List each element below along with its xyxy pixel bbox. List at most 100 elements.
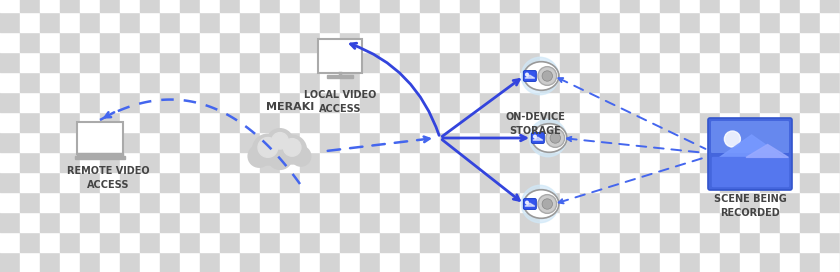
FancyBboxPatch shape — [708, 118, 792, 190]
Bar — [780, 152, 800, 172]
Bar — [240, 52, 260, 72]
Bar — [460, 92, 480, 112]
Bar — [740, 72, 760, 92]
Bar — [820, 132, 840, 152]
Bar — [500, 52, 520, 72]
Bar — [600, 32, 620, 52]
Bar — [160, 172, 180, 192]
Bar — [400, 72, 420, 92]
Bar — [520, 192, 540, 212]
Bar — [40, 52, 60, 72]
Bar — [600, 252, 620, 272]
Bar — [500, 232, 520, 252]
Bar — [340, 0, 360, 12]
Bar — [180, 152, 200, 172]
Bar — [560, 92, 580, 112]
Bar — [440, 92, 460, 112]
Bar — [280, 212, 300, 232]
Bar — [20, 92, 40, 112]
Bar — [80, 172, 100, 192]
Bar — [400, 172, 420, 192]
Bar — [420, 12, 440, 32]
Bar — [720, 0, 740, 12]
Ellipse shape — [524, 190, 559, 218]
Bar — [780, 132, 800, 152]
Bar — [20, 252, 40, 272]
Bar — [200, 0, 220, 12]
Bar — [340, 32, 360, 52]
Bar — [480, 32, 500, 52]
Bar — [800, 92, 820, 112]
Bar — [320, 32, 340, 52]
Bar — [460, 192, 480, 212]
Bar — [640, 152, 660, 172]
Bar — [640, 112, 660, 132]
Bar — [800, 252, 820, 272]
Bar — [240, 192, 260, 212]
Bar — [440, 72, 460, 92]
Bar — [760, 212, 780, 232]
Bar — [440, 192, 460, 212]
Bar — [540, 52, 560, 72]
Bar — [20, 52, 40, 72]
Bar — [640, 92, 660, 112]
Bar — [700, 172, 720, 192]
Bar — [540, 32, 560, 52]
Bar — [620, 52, 640, 72]
Bar — [540, 112, 560, 132]
Circle shape — [526, 73, 528, 76]
Bar — [520, 0, 540, 12]
Bar — [240, 0, 260, 12]
Bar — [100, 12, 120, 32]
Bar — [80, 52, 100, 72]
Bar — [500, 192, 520, 212]
Bar — [100, 72, 120, 92]
Bar — [740, 12, 760, 32]
Bar — [20, 72, 40, 92]
Bar — [200, 192, 220, 212]
Bar — [420, 132, 440, 152]
Bar — [140, 72, 160, 92]
Bar — [160, 132, 180, 152]
Bar — [560, 192, 580, 212]
Bar — [780, 92, 800, 112]
Bar — [780, 32, 800, 52]
Bar — [400, 112, 420, 132]
Bar — [380, 152, 400, 172]
Bar — [520, 152, 540, 172]
Bar — [0, 12, 20, 32]
Bar — [300, 92, 320, 112]
Bar — [780, 212, 800, 232]
Bar — [620, 32, 640, 52]
Bar — [480, 0, 500, 12]
Bar — [240, 72, 260, 92]
Bar — [540, 212, 560, 232]
Bar — [380, 192, 400, 212]
Bar — [20, 192, 40, 212]
Bar — [280, 52, 300, 72]
Bar — [800, 12, 820, 32]
Bar — [160, 212, 180, 232]
Bar — [740, 172, 760, 192]
Bar — [340, 212, 360, 232]
Bar — [760, 52, 780, 72]
Bar — [120, 52, 140, 72]
Polygon shape — [712, 157, 788, 186]
Bar — [820, 32, 840, 52]
Bar — [0, 232, 20, 252]
Bar — [180, 192, 200, 212]
Bar — [260, 72, 280, 92]
Bar — [500, 92, 520, 112]
Bar — [80, 92, 100, 112]
Bar — [360, 72, 380, 92]
Bar — [180, 72, 200, 92]
Bar — [180, 0, 200, 12]
Bar — [60, 232, 80, 252]
Bar — [820, 232, 840, 252]
Bar — [0, 152, 20, 172]
Bar — [20, 12, 40, 32]
Bar — [0, 72, 20, 92]
Bar — [660, 32, 680, 52]
Bar — [220, 212, 240, 232]
Bar — [77, 153, 123, 156]
